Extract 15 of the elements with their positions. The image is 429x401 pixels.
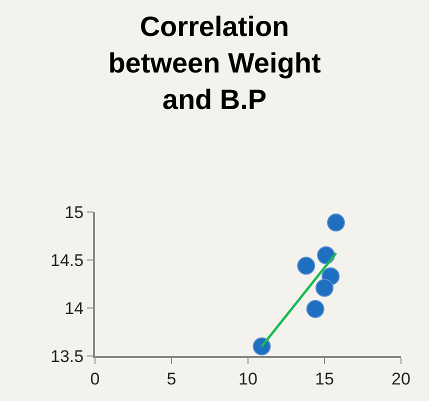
point bbox=[306, 300, 324, 318]
x-tick-label: 5 bbox=[166, 369, 176, 388]
y-tick-label: 14.5 bbox=[50, 250, 84, 270]
point bbox=[297, 256, 316, 275]
point bbox=[326, 214, 345, 232]
x-tick-label: 20 bbox=[392, 369, 410, 388]
x-tick-label: 10 bbox=[238, 369, 258, 388]
y-tick-label: 13.5 bbox=[50, 346, 84, 366]
point bbox=[316, 278, 334, 297]
chart-title: Correlation between Weight and B.P bbox=[108, 11, 321, 115]
y-tick-label: 14 bbox=[64, 298, 84, 318]
point bbox=[252, 337, 271, 356]
x-tick-label: 0 bbox=[90, 369, 100, 388]
x-tick-label: 15 bbox=[315, 369, 334, 388]
y-tick-label: 15 bbox=[64, 202, 84, 222]
